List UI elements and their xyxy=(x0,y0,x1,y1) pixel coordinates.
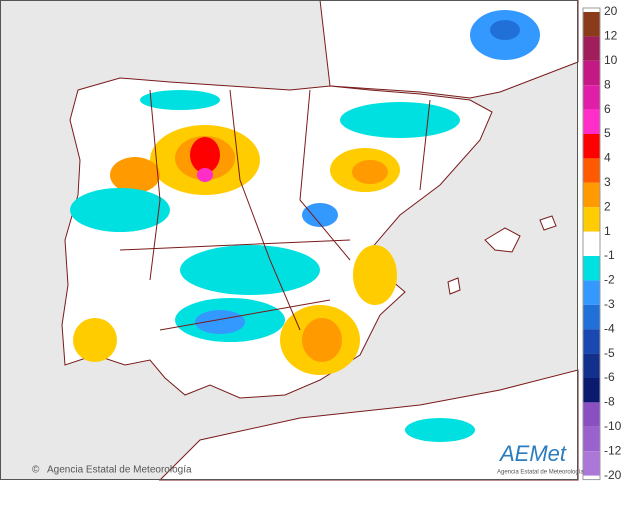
legend-swatch xyxy=(583,109,600,134)
legend-swatch xyxy=(583,182,600,208)
logo: AEMet xyxy=(498,441,567,466)
legend-swatch xyxy=(583,12,600,37)
legend-swatch xyxy=(583,402,600,427)
legend-swatch xyxy=(583,329,600,354)
legend-label: -3 xyxy=(604,297,615,311)
ibiza xyxy=(447,277,461,295)
region-borders xyxy=(119,89,431,331)
legend-label: -1 xyxy=(604,248,615,262)
menorca xyxy=(539,215,557,231)
cool-area xyxy=(405,418,475,442)
cool-area xyxy=(180,245,320,295)
cool-area xyxy=(340,102,460,138)
warm-area xyxy=(197,168,213,182)
legend-swatch xyxy=(583,85,600,110)
cool-area xyxy=(490,20,520,40)
copyright: Agencia Estatal de Meteorología xyxy=(47,465,192,476)
legend-label: 6 xyxy=(604,102,611,116)
legend-label: -8 xyxy=(604,395,615,409)
copyright-symbol: © xyxy=(32,465,40,476)
legend-label: -5 xyxy=(604,346,615,360)
mallorca xyxy=(484,227,521,253)
legend-swatch xyxy=(583,353,600,378)
cool-area xyxy=(302,203,338,227)
legend-swatch xyxy=(583,158,600,183)
legend-swatch xyxy=(583,207,600,232)
logo-caption: Agencia Estatal de Meteorología xyxy=(497,470,584,476)
warm-area xyxy=(353,245,397,305)
legend-label: 5 xyxy=(604,126,611,140)
legend-swatch xyxy=(583,36,600,61)
legend-label: 12 xyxy=(604,29,618,43)
warm-area xyxy=(110,157,160,193)
map-frame xyxy=(0,0,578,480)
legend-label: 1 xyxy=(604,224,611,238)
warm-area xyxy=(352,160,388,184)
warm-area xyxy=(302,318,342,362)
legend-swatch xyxy=(583,304,600,330)
legend-label: -12 xyxy=(604,443,622,457)
legend-swatch xyxy=(583,60,600,86)
anomaly-areas xyxy=(70,10,540,442)
legend-label: -20 xyxy=(604,468,622,482)
cool-area xyxy=(195,310,245,334)
legend-label: -6 xyxy=(604,370,615,384)
legend-label: 10 xyxy=(604,53,618,67)
map xyxy=(0,0,579,481)
legend-swatch xyxy=(583,451,600,476)
legend-label: 4 xyxy=(604,151,611,165)
warm-area xyxy=(73,318,117,362)
legend-label: 20 xyxy=(604,4,618,18)
cool-area xyxy=(70,188,170,232)
legend-swatch xyxy=(583,280,600,305)
legend-swatch xyxy=(583,378,600,403)
legend-swatch xyxy=(583,231,600,256)
legend: 20 12 10 8 6 5 4 3 2 1 -1 -2 -3 -4 -5 -6 -8 -10 -12 -20 xyxy=(582,4,622,482)
legend-frame xyxy=(582,7,601,481)
legend-swatch xyxy=(583,134,600,159)
legend-label: 3 xyxy=(604,175,611,189)
legend-swatch xyxy=(583,256,600,281)
legend-swatch xyxy=(583,426,600,452)
cool-area xyxy=(140,90,220,110)
legend-label: 8 xyxy=(604,77,611,91)
legend-label: 2 xyxy=(604,199,611,213)
warm-area xyxy=(190,137,220,173)
legend-label: -4 xyxy=(604,321,615,335)
legend-label: -2 xyxy=(604,273,615,287)
legend-label: -10 xyxy=(604,419,622,433)
